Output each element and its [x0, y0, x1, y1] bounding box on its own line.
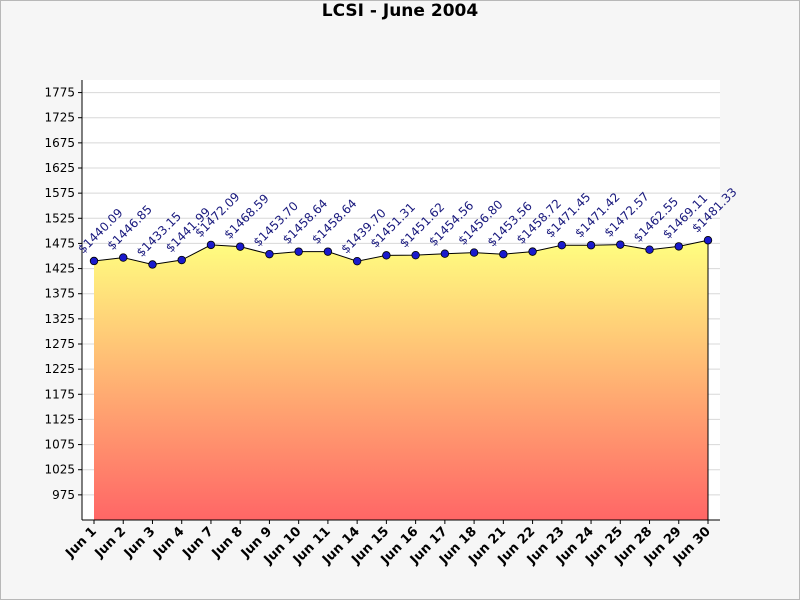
data-point — [294, 247, 303, 256]
y-tick-label: 1725 — [44, 111, 75, 125]
series-line — [93, 239, 709, 265]
data-point — [382, 251, 391, 260]
data-point — [616, 240, 625, 249]
y-tick-label: 1075 — [44, 438, 75, 452]
y-tick-label: 1625 — [44, 161, 75, 175]
data-point — [499, 250, 508, 259]
data-point — [352, 256, 362, 266]
data-point — [528, 247, 537, 256]
area-fill — [94, 240, 708, 520]
y-tick-label: 1025 — [44, 463, 75, 477]
data-point — [674, 242, 683, 251]
y-tick-label: 1675 — [44, 136, 75, 150]
data-point — [177, 255, 186, 265]
data-point — [469, 248, 479, 257]
y-tick-label: 1325 — [44, 312, 75, 326]
data-point — [645, 245, 654, 254]
y-tick-label: 1475 — [44, 236, 75, 250]
data-point — [206, 240, 216, 250]
y-tick-label: 1525 — [44, 211, 75, 225]
x-tick-label: Jun 8 — [209, 524, 246, 561]
y-tick-label: 1125 — [44, 412, 75, 426]
data-point — [119, 253, 128, 262]
data-point — [586, 241, 596, 250]
chart-title: LCSI - June 2004 — [321, 1, 479, 21]
data-point — [557, 241, 567, 250]
data-point — [323, 247, 333, 256]
y-tick-label: 1275 — [44, 337, 75, 351]
data-point — [411, 250, 420, 260]
x-tick-label: Jun 7 — [179, 524, 216, 561]
y-tick-label: 1575 — [44, 186, 75, 200]
y-tick-label: 1225 — [44, 362, 75, 376]
data-point — [703, 236, 713, 245]
y-tick-label: 1175 — [44, 387, 75, 401]
y-tick-label: 975 — [52, 488, 75, 502]
x-tick-label: Jun 1 — [62, 524, 99, 561]
x-tick-label: Jun 4 — [150, 524, 187, 561]
x-tick-label: Jun 2 — [92, 524, 129, 561]
data-point — [235, 242, 245, 251]
data-point — [89, 256, 99, 266]
y-tick-label: 1425 — [44, 262, 75, 276]
y-tick-label: 1775 — [44, 86, 75, 100]
x-tick-label: Jun 3 — [121, 524, 158, 561]
data-point — [440, 249, 450, 258]
data-point — [148, 260, 157, 269]
y-tick-label: 1375 — [44, 287, 75, 301]
data-point — [265, 249, 274, 259]
